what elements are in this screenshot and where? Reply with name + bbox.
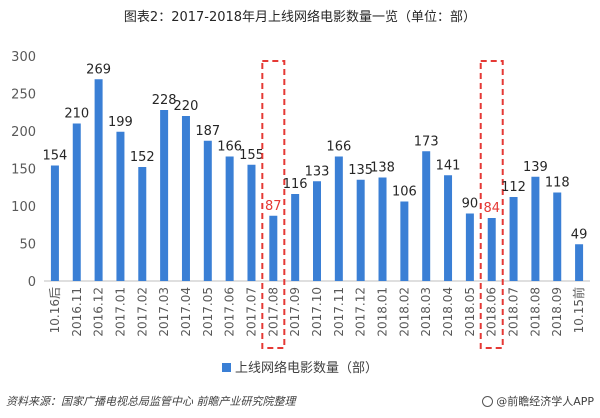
data-label-2018.08: 139: [523, 160, 548, 175]
data-label-10.15前: 49: [571, 227, 588, 242]
bar-2017.01: [116, 131, 125, 281]
bar-2017.02: [138, 167, 147, 281]
bar-2017.10: [313, 181, 321, 281]
data-label-2018.02: 106: [392, 185, 417, 200]
bar-10.15前: [575, 244, 584, 281]
data-label-2018.04: 141: [436, 158, 461, 173]
bar-2018.07: [509, 197, 518, 281]
data-label-2018.01: 138: [370, 161, 395, 176]
bar-2018.08: [531, 176, 540, 281]
y-tick-label: 150: [11, 163, 36, 178]
y-tick-label: 250: [11, 88, 36, 103]
data-label-2016.11: 210: [64, 107, 89, 122]
x-tick-label-2017.05: 2017.05: [201, 287, 215, 337]
chart-title: 图表2：2017-2018年月上线网络电影数量一览（单位：部）: [123, 10, 477, 25]
bar-layer: [50, 79, 584, 281]
data-label-2017.09: 116: [283, 177, 308, 192]
legend-swatch: [221, 363, 231, 372]
legend-label: 上线网络电影数量（部）: [234, 361, 378, 376]
x-tick-label-2017.02: 2017.02: [135, 287, 149, 337]
x-tick-label-2017.12: 2017.12: [354, 287, 368, 337]
bar-2018.01: [378, 177, 387, 281]
legend: 上线网络电影数量（部）: [0, 357, 600, 376]
bar-2017.05: [203, 140, 212, 281]
x-tick-label-2018.06: 2018.06: [485, 287, 499, 337]
data-label-2017.01: 199: [108, 115, 133, 130]
x-tick-label-2016.12: 2016.12: [92, 287, 106, 337]
data-label-2017.04: 220: [174, 99, 199, 114]
x-tick-label-2017.03: 2017.03: [157, 287, 171, 337]
data-label-2017.08: 87: [265, 199, 282, 214]
y-tick-label: 50: [19, 238, 36, 253]
bar-2017.06: [225, 156, 234, 281]
bar-2017.12: [356, 179, 365, 281]
x-tick-label-2018.08: 2018.08: [528, 287, 542, 337]
bar-2017.07: [247, 164, 256, 281]
x-tick-label-10.15前: 10.15前: [571, 287, 586, 333]
bar-2017.03: [160, 110, 169, 281]
data-label-10.16后: 154: [43, 149, 68, 164]
data-label-2018.03: 173: [414, 134, 439, 149]
brand-text: @前瞻经济学人APP: [496, 395, 594, 408]
highlight-frame-2018.06: [479, 60, 504, 349]
brand-credit: @前瞻经济学人APP: [482, 393, 594, 409]
x-tick-label-2017.04: 2017.04: [179, 287, 193, 337]
highlight-frame-2017.08: [261, 60, 286, 349]
data-label-2017.12: 135: [348, 163, 373, 178]
bar-2016.12: [94, 79, 103, 281]
data-label-2018.05: 90: [462, 197, 479, 212]
bar-2017.04: [181, 116, 190, 281]
bar-2018.03: [422, 151, 431, 281]
x-tick-label-2018.05: 2018.05: [463, 287, 477, 337]
data-label-2017.05: 187: [195, 124, 220, 139]
data-label-2017.03: 228: [152, 93, 177, 108]
x-tick-label-2018.02: 2018.02: [397, 287, 411, 337]
data-label-2017.10: 133: [305, 164, 330, 179]
data-label-2017.02: 152: [130, 150, 155, 165]
bar-2018.04: [444, 175, 453, 281]
x-tick-label-2017.11: 2017.11: [332, 287, 346, 337]
x-tick-label-10.16后: 10.16后: [48, 287, 62, 333]
y-tick-label: 200: [11, 125, 36, 140]
bar-2018.09: [553, 192, 562, 281]
x-tick-label-2018.03: 2018.03: [419, 287, 433, 337]
x-tick-label-2017.07: 2017.07: [244, 287, 258, 337]
label-layer: 154 10.16后 210 2016.11 269 2016.12 199 2017.01 1…: [43, 60, 588, 349]
x-tick-label-2017.01: 2017.01: [113, 287, 127, 337]
brand-logo-icon: [482, 395, 494, 407]
x-tick-label-2018.07: 2018.07: [507, 287, 521, 337]
bar-2018.02: [400, 201, 409, 281]
data-label-2018.07: 112: [501, 180, 526, 195]
bar-2017.09: [291, 194, 300, 281]
x-tick-label-2016.11: 2016.11: [70, 287, 84, 337]
x-tick-label-2018.09: 2018.09: [550, 287, 564, 337]
data-label-2018.09: 118: [545, 176, 570, 191]
x-tick-label-2018.04: 2018.04: [441, 287, 455, 337]
bar-2018.06: [487, 218, 496, 281]
data-label-2017.06: 166: [217, 140, 242, 155]
bar-10.16后: [50, 165, 59, 281]
bar-2018.05: [465, 213, 474, 281]
source-note: 资料来源：国家广播电视总局监管中心 前瞻产业研究院整理: [6, 395, 296, 408]
y-tick-label: 0: [28, 275, 36, 290]
x-tick-label-2017.08: 2017.08: [266, 287, 280, 337]
data-label-2016.12: 269: [86, 62, 111, 77]
x-tick-label-2017.10: 2017.10: [310, 287, 324, 337]
x-tick-label-2017.06: 2017.06: [223, 287, 237, 337]
bar-2017.08: [269, 215, 278, 281]
bar-2016.11: [72, 123, 81, 281]
x-tick-label-2018.01: 2018.01: [376, 287, 390, 337]
y-tick-label: 300: [11, 50, 36, 65]
data-label-2017.07: 155: [239, 148, 264, 163]
data-label-2018.06: 84: [483, 201, 500, 216]
bar-2017.11: [334, 156, 343, 281]
data-label-2017.11: 166: [326, 140, 351, 155]
y-tick-label: 100: [11, 200, 36, 215]
x-tick-label-2017.09: 2017.09: [288, 287, 302, 337]
